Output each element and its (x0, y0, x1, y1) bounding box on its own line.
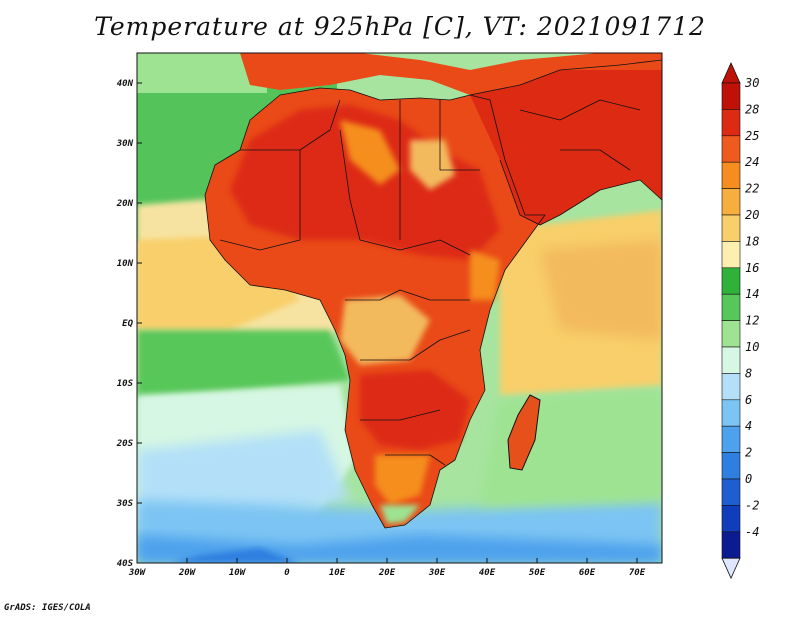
x-tick-label: 10W (229, 568, 247, 578)
map-field (137, 53, 662, 563)
map-frame (136, 52, 663, 564)
colorbar-label: 16 (745, 261, 759, 275)
colorbar-label: 28 (745, 102, 759, 116)
colorbar-bottom-arrow (721, 557, 741, 580)
y-tick-label: 10S (117, 379, 134, 389)
colorbar-swatch (721, 267, 741, 295)
colorbar-swatch (721, 399, 741, 427)
colorbar-label: 25 (745, 129, 759, 143)
madagascar (507, 394, 541, 471)
x-tick-label: 70E (629, 568, 646, 578)
colorbar-label: 10 (745, 340, 759, 354)
credit-label: GrADS: IGES/COLA (4, 603, 91, 613)
south-africa-warm (375, 455, 430, 505)
ocean-coldest (170, 548, 300, 563)
colorbar-label: 12 (745, 314, 759, 328)
libya-egypt-warm (340, 120, 400, 185)
indian-ocean-north (540, 240, 662, 340)
colorbar-swatch (721, 505, 741, 533)
colorbar-label: 2 (745, 446, 752, 460)
x-tick-label: 30W (128, 568, 147, 578)
colorbar-label: 30 (744, 76, 759, 90)
x-tick-label: 50E (529, 568, 546, 578)
colorbar-label: -4 (745, 525, 759, 539)
europe-landmass (240, 53, 662, 95)
sahara-hot-core (230, 105, 500, 260)
colorbar-swatch (721, 373, 741, 401)
congo-cool (340, 295, 430, 365)
y-tick-label: EQ (122, 319, 133, 329)
y-tick-label: 10N (117, 259, 134, 269)
y-tick-label: 20S (116, 439, 134, 449)
colorbar-label: 22 (745, 182, 759, 196)
x-tick-label: 30E (428, 568, 446, 578)
colorbar-label: -2 (745, 498, 759, 512)
colorbar-label: 18 (745, 234, 759, 248)
colorbar-swatch (721, 188, 741, 216)
colorbar-label: 24 (745, 155, 759, 169)
arabia-landmass (470, 60, 662, 225)
colorbar-swatch (721, 135, 741, 163)
colorbar-swatch (721, 293, 741, 321)
colorbar-swatch (721, 109, 741, 137)
colorbar-top-arrow (721, 62, 741, 84)
x-tick-label: 10E (329, 568, 346, 578)
x-tick-label: 60E (579, 568, 596, 578)
x-tick-label: 0 (284, 568, 290, 578)
colorbar-swatch (721, 531, 741, 559)
colorbar-label: 4 (745, 419, 752, 433)
colorbar-swatch (721, 82, 741, 110)
chart-title: Temperature at 925hPa [C], VT: 202109171… (94, 12, 706, 41)
colorbar-label: 0 (745, 472, 752, 486)
colorbar-label: 8 (745, 366, 752, 380)
x-tick-label: 20E (378, 568, 396, 578)
colorbar-swatch (721, 241, 741, 269)
colorbar-swatch (721, 320, 741, 348)
cape-cool (380, 505, 420, 524)
y-tick-label: 30S (116, 499, 134, 509)
egypt-warm (410, 140, 455, 190)
colorbar-swatch (721, 346, 741, 374)
y-tick-label: 40S (117, 559, 134, 569)
ocean-green-band (137, 330, 350, 400)
x-tick-label: 40E (479, 568, 496, 578)
colorbar-swatch (721, 478, 741, 506)
x-tick-label: 20W (178, 568, 197, 578)
y-tick-label: 20N (116, 199, 134, 209)
x-axis: 30W 20W 10W 0 10E 20E 30E 40E 50E 60E 70E (128, 558, 646, 578)
east-africa-cool (470, 250, 500, 300)
colorbar-label: 20 (745, 208, 759, 222)
country-borders (204, 59, 662, 529)
indian-ocean-south (480, 390, 662, 505)
y-tick-label: 30N (116, 139, 134, 149)
colorbar-label: 6 (745, 393, 752, 407)
colorbar-label: 14 (745, 287, 759, 301)
colorbar-swatch (721, 425, 741, 453)
colorbar-swatch (721, 452, 741, 480)
colorbar-swatch (721, 214, 741, 242)
y-axis: 40N 30N 20N 10N EQ 10S 20S 30S 40S (116, 79, 142, 569)
southern-africa-hot (360, 370, 470, 450)
y-tick-label: 40N (117, 79, 134, 89)
colorbar-swatch (721, 161, 741, 189)
